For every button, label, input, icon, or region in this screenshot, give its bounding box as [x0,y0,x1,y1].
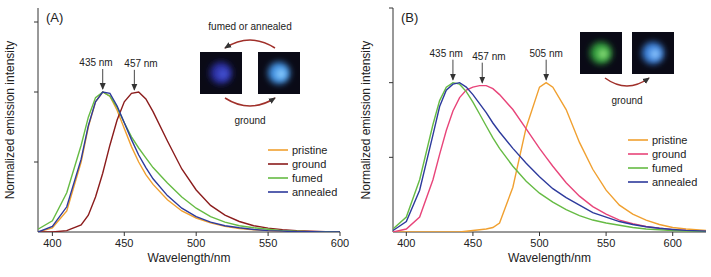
y-axis-label: Normalized emission intensity [359,41,373,200]
legend-label: pristine [292,144,327,156]
annotation-arrow [452,60,453,80]
inset-glow [276,69,286,79]
inset-glow [218,69,228,79]
legend: pristine ground fumed annealed [268,144,337,198]
inset: fumed or annealed ground [200,21,300,126]
x-tick [52,232,53,236]
x-tick-label: 450 [464,237,482,249]
series-line [38,92,340,232]
x-tick [539,232,540,236]
x-tick [124,232,125,236]
panel: 400 450 500 550 600 Wavelength/nm Normalized e… [359,8,706,265]
inset-glow [598,49,608,59]
legend: pristine ground fumed annealed [628,134,697,188]
x-tick-label: 550 [597,237,615,249]
legend-label: fumed [292,172,323,184]
inset-label: ground [234,115,265,126]
x-tick [196,232,197,236]
legend-swatch [628,181,648,183]
annotation: 435 nm [430,48,463,59]
y-axis [393,8,394,232]
y-tick [389,8,393,9]
x-tick [268,232,269,236]
legend-label: annealed [292,186,337,198]
inset-glow [210,62,232,84]
y-tick [34,22,38,23]
x-tick [340,232,341,236]
x-tick-label: 500 [187,237,205,249]
panel-title: (B) [401,10,418,25]
inset-arrow [225,98,275,106]
x-tick [672,232,673,236]
x-tick-label: 450 [115,237,133,249]
y-tick [34,92,38,93]
legend-label: ground [652,148,686,160]
annotation: 435 nm [79,57,112,68]
plot-area [393,83,706,232]
y-axis-label: Normalized emission intensity [3,41,17,200]
legend-label: fumed [652,162,683,174]
x-tick [606,232,607,236]
annotation: 457 nm [472,51,505,62]
plot-area [38,92,340,232]
inset-photo [200,52,242,94]
x-tick-label: 400 [397,237,415,249]
panel: 400 450 500 550 600 Wavelength/nm Normalized e… [3,8,349,265]
inset-photo [632,32,674,74]
series-line [393,83,706,231]
inset-photo [258,52,300,94]
legend-label: pristine [652,134,687,146]
y-tick [389,82,393,83]
y-tick [389,157,393,158]
series-line [393,83,706,232]
series-line [38,92,340,232]
inset-label: fumed or annealed [208,21,291,32]
panel-title: (A) [46,10,63,25]
inset: ground [580,32,674,106]
inset-arrow [225,40,275,48]
annotation-arrow [546,60,547,80]
inset-arrow [605,78,649,86]
inset-glow [590,42,612,64]
legend-label: annealed [652,176,697,188]
inset-glow [650,49,660,59]
x-tick [472,232,473,236]
annotation-arrow [134,70,135,90]
annotation-arrow [102,69,103,89]
legend-swatch [268,191,288,193]
inset-glow [268,62,290,84]
inset-label: ground [611,95,642,106]
annotation: 505 nm [529,48,562,59]
series-line [38,92,340,232]
legend-swatch [628,139,648,141]
x-tick-label: 600 [664,237,682,249]
series-line [38,92,340,232]
x-axis-label: Wavelength/nm [508,251,591,265]
inset-glow [642,42,664,64]
legend-swatch [268,163,288,165]
x-tick-label: 600 [331,237,349,249]
figure: 400 450 500 550 600 Wavelength/nm Normalized e… [0,0,711,277]
annotation-arrow [482,63,483,83]
x-tick-label: 500 [530,237,548,249]
legend-label: ground [292,158,326,170]
legend-swatch [628,167,648,169]
inset-photo [580,32,622,74]
x-axis-label: Wavelength/nm [148,251,231,265]
legend-swatch [268,177,288,179]
legend-swatch [628,153,648,155]
x-tick [406,232,407,236]
x-tick-label: 550 [259,237,277,249]
legend-swatch [268,149,288,151]
y-tick [34,162,38,163]
y-axis [38,8,39,232]
annotation: 457 nm [124,58,157,69]
x-tick-label: 400 [43,237,61,249]
series-line [393,83,706,232]
